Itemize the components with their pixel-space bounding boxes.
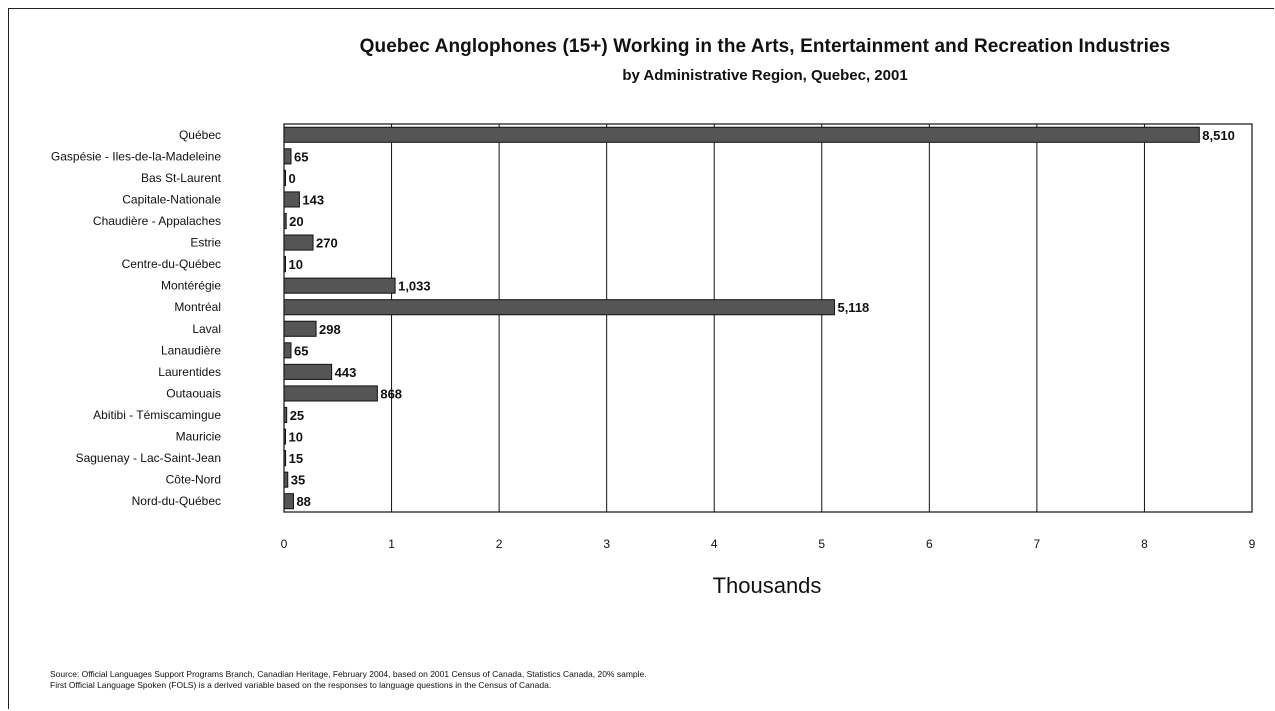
x-tick-label: 8 [1141,537,1148,551]
category-label: Saguenay - Lac-Saint-Jean [76,451,221,465]
data-label: 10 [289,430,303,445]
bar [283,493,294,510]
data-label: 270 [316,236,338,251]
bar [283,385,378,402]
data-label: 5,118 [837,300,869,315]
data-label: 65 [294,149,308,164]
data-label: 8,510 [1202,128,1235,143]
bar [283,342,292,359]
bar [283,277,396,294]
category-label: Outaouais [166,386,221,400]
source-line-2: First Official Language Spoken (FOLS) is… [50,680,552,690]
bar [283,169,286,186]
bar [283,191,300,208]
bar [283,471,289,488]
x-tick-label: 1 [388,537,395,551]
bars [283,126,1200,510]
data-label: 25 [290,408,304,423]
x-tick-label: 9 [1249,537,1256,551]
bar [283,363,333,380]
chart-title: Quebec Anglophones (15+) Working in the … [359,36,1171,57]
data-label: 868 [380,386,402,401]
bar [283,299,835,316]
x-tick-label: 2 [496,537,503,551]
category-label: Côte-Nord [166,473,221,487]
data-label: 65 [294,343,308,358]
data-label: 443 [335,365,357,380]
category-label: Gaspésie - Iles-de-la-Madeleine [51,149,221,163]
gridlines [283,123,1253,513]
data-label: 10 [289,257,303,272]
data-label: 35 [291,473,305,488]
bar [283,148,292,165]
data-label: 298 [319,322,341,337]
category-label: Laurentides [158,365,221,379]
chart-subtitle: by Administrative Region, Quebec, 2001 [622,67,908,84]
category-label: Estrie [190,236,221,250]
data-label: 1,033 [398,279,431,294]
x-tick-labels: 0 1 2 3 4 5 6 7 8 9 [281,537,1256,551]
data-labels: 8,510 65 0 143 20 270 10 1,033 5,118 298 65 443 868 2… [289,128,1235,509]
data-label: 15 [289,451,303,466]
plot-area [283,123,1253,513]
data-label: 143 [302,192,324,207]
data-label: 20 [289,214,303,229]
category-label: Centre-du-Québec [122,257,221,271]
category-labels: Québec Gaspésie - Iles-de-la-Madeleine Bas… [51,128,222,508]
bar [283,212,287,230]
category-label: Chaudière - Appalaches [93,214,221,228]
category-label: Laval [192,322,221,336]
x-axis-label: Thousands [713,573,822,598]
data-label: 88 [296,494,310,509]
chart-frame [8,8,1274,709]
bar [283,428,286,445]
x-tick-label: 7 [1034,537,1041,551]
category-label: Capitale-Nationale [122,192,221,206]
category-label: Montérégie [161,279,221,293]
x-tick-label: 0 [281,537,288,551]
bar [283,406,288,424]
category-label: Mauricie [176,430,222,444]
category-label: Lanaudière [161,343,221,357]
category-label: Montréal [174,300,221,314]
source-note: Source: Official Languages Support Progr… [50,669,647,691]
category-label: Bas St-Laurent [141,171,222,185]
source-line-1: Source: Official Languages Support Progr… [50,669,647,679]
x-tick-label: 6 [926,537,933,551]
bar [283,256,286,273]
bar [283,450,287,467]
bar [283,320,317,337]
x-tick-label: 5 [818,537,825,551]
category-label: Nord-du-Québec [132,494,221,508]
data-label: 0 [289,171,296,186]
x-tick-label: 3 [603,537,610,551]
bar [283,234,314,251]
category-label: Abitibi - Témiscamingue [93,408,221,422]
category-label: Québec [179,128,221,142]
bar [283,126,1200,143]
x-tick-label: 4 [711,537,718,551]
